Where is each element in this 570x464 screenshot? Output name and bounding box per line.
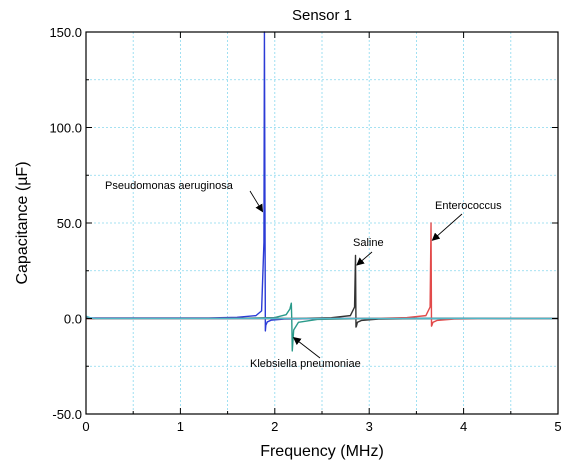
annotation-arrow-klebsiella-pneumoniae (292, 336, 321, 359)
x-tick-label: 3 (366, 419, 373, 434)
x-tick-label: 1 (177, 419, 184, 434)
y-tick-label: 0.0 (64, 312, 82, 327)
y-tick-label: 150.0 (49, 25, 82, 40)
series-layer (85, 31, 558, 352)
annotation-label-pseudomonas-aeruginosa: Pseudomonas aeruginosa (105, 180, 234, 192)
annotations: Pseudomonas aeruginosa Klebsiella pneumon… (105, 180, 502, 370)
y-tick-label: -50.0 (52, 407, 82, 422)
annotation-arrow-pseudomonas-aeruginosa (249, 190, 264, 213)
series-line-enterococcus (86, 222, 558, 327)
x-axis-title: Frequency (MHz) (260, 443, 384, 460)
x-tick-label: 0 (82, 419, 89, 434)
annotation-label-saline: Saline (353, 237, 384, 249)
annotation-arrow-enterococcus (431, 213, 463, 241)
annotation-label-enterococcus: Enterococcus (435, 200, 502, 212)
y-tick-label: 100.0 (49, 121, 82, 136)
x-tick-label: 4 (460, 419, 467, 434)
y-axis-title: Capacitance (µF) (14, 161, 31, 284)
ticks: 0 1 2 3 4 5 -50.0 0.0 50.0 100.0 150.0 (49, 25, 561, 434)
annotation-arrow-saline (356, 251, 373, 266)
series-line-baseline (85, 315, 558, 320)
series-line-klebsiella-pneumoniae (86, 302, 558, 352)
x-tick-label: 5 (554, 419, 561, 434)
y-tick-label: 50.0 (57, 216, 82, 231)
grid (86, 32, 558, 414)
annotation-label-klebsiella-pneumoniae: Klebsiella pneumoniae (250, 358, 361, 370)
x-tick-label: 2 (271, 419, 278, 434)
chart-title: Sensor 1 (292, 7, 352, 24)
